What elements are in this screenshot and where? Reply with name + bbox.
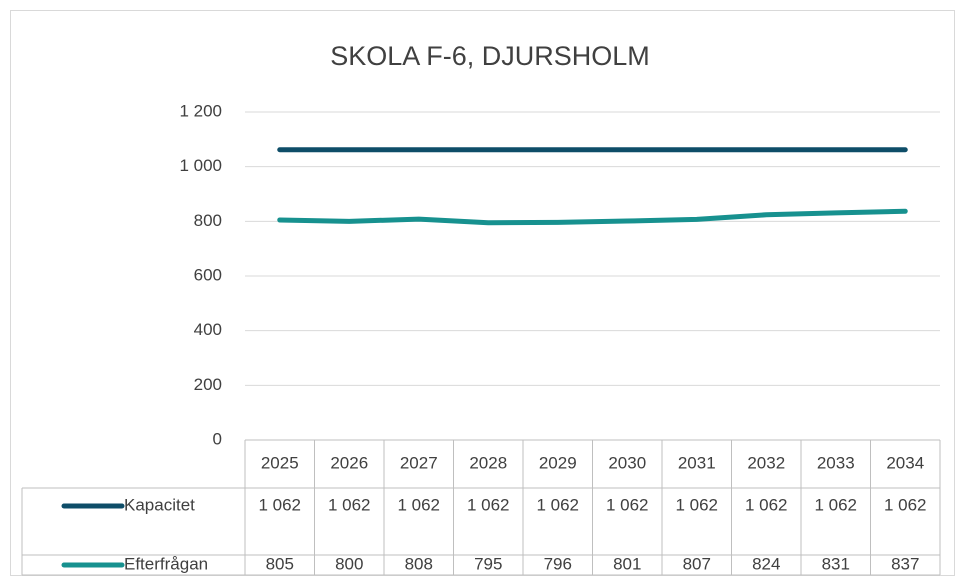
y-tick-label: 200 [194,375,222,394]
y-tick-label: 800 [194,211,222,230]
y-tick-label: 1 200 [179,101,222,120]
legend-label: Efterfrågan [124,554,208,573]
data-label: 807 [683,554,711,573]
data-label: 824 [752,554,780,573]
data-label: 1 062 [258,495,301,514]
data-label: 1 062 [884,495,927,514]
data-label: 1 062 [606,495,649,514]
data-label: 1 062 [397,495,440,514]
x-tick-label: 2031 [678,453,716,472]
data-label: 831 [822,554,850,573]
legend-label: Kapacitet [124,495,195,514]
data-label: 1 062 [328,495,371,514]
y-tick-label: 0 [213,429,222,448]
x-tick-label: 2033 [817,453,855,472]
data-label: 801 [613,554,641,573]
series-line [277,208,908,226]
x-tick-label: 2034 [886,453,924,472]
data-label: 805 [266,554,294,573]
y-tick-label: 600 [194,265,222,284]
data-label: 1 062 [675,495,718,514]
data-label: 1 062 [814,495,857,514]
x-tick-label: 2026 [330,453,368,472]
x-tick-label: 2032 [747,453,785,472]
x-tick-label: 2027 [400,453,438,472]
data-label: 1 062 [467,495,510,514]
data-label: 837 [891,554,919,573]
data-label: 808 [405,554,433,573]
y-tick-label: 400 [194,320,222,339]
data-label: 1 062 [536,495,579,514]
y-tick-label: 1 000 [179,156,222,175]
x-tick-label: 2028 [469,453,507,472]
data-label: 1 062 [745,495,788,514]
chart-border [10,10,955,576]
chart-title: SKOLA F-6, DJURSHOLM [330,41,650,71]
x-tick-label: 2029 [539,453,577,472]
x-tick-label: 2030 [608,453,646,472]
data-label: 800 [335,554,363,573]
data-label: 796 [544,554,572,573]
data-label: 795 [474,554,502,573]
x-tick-label: 2025 [261,453,299,472]
